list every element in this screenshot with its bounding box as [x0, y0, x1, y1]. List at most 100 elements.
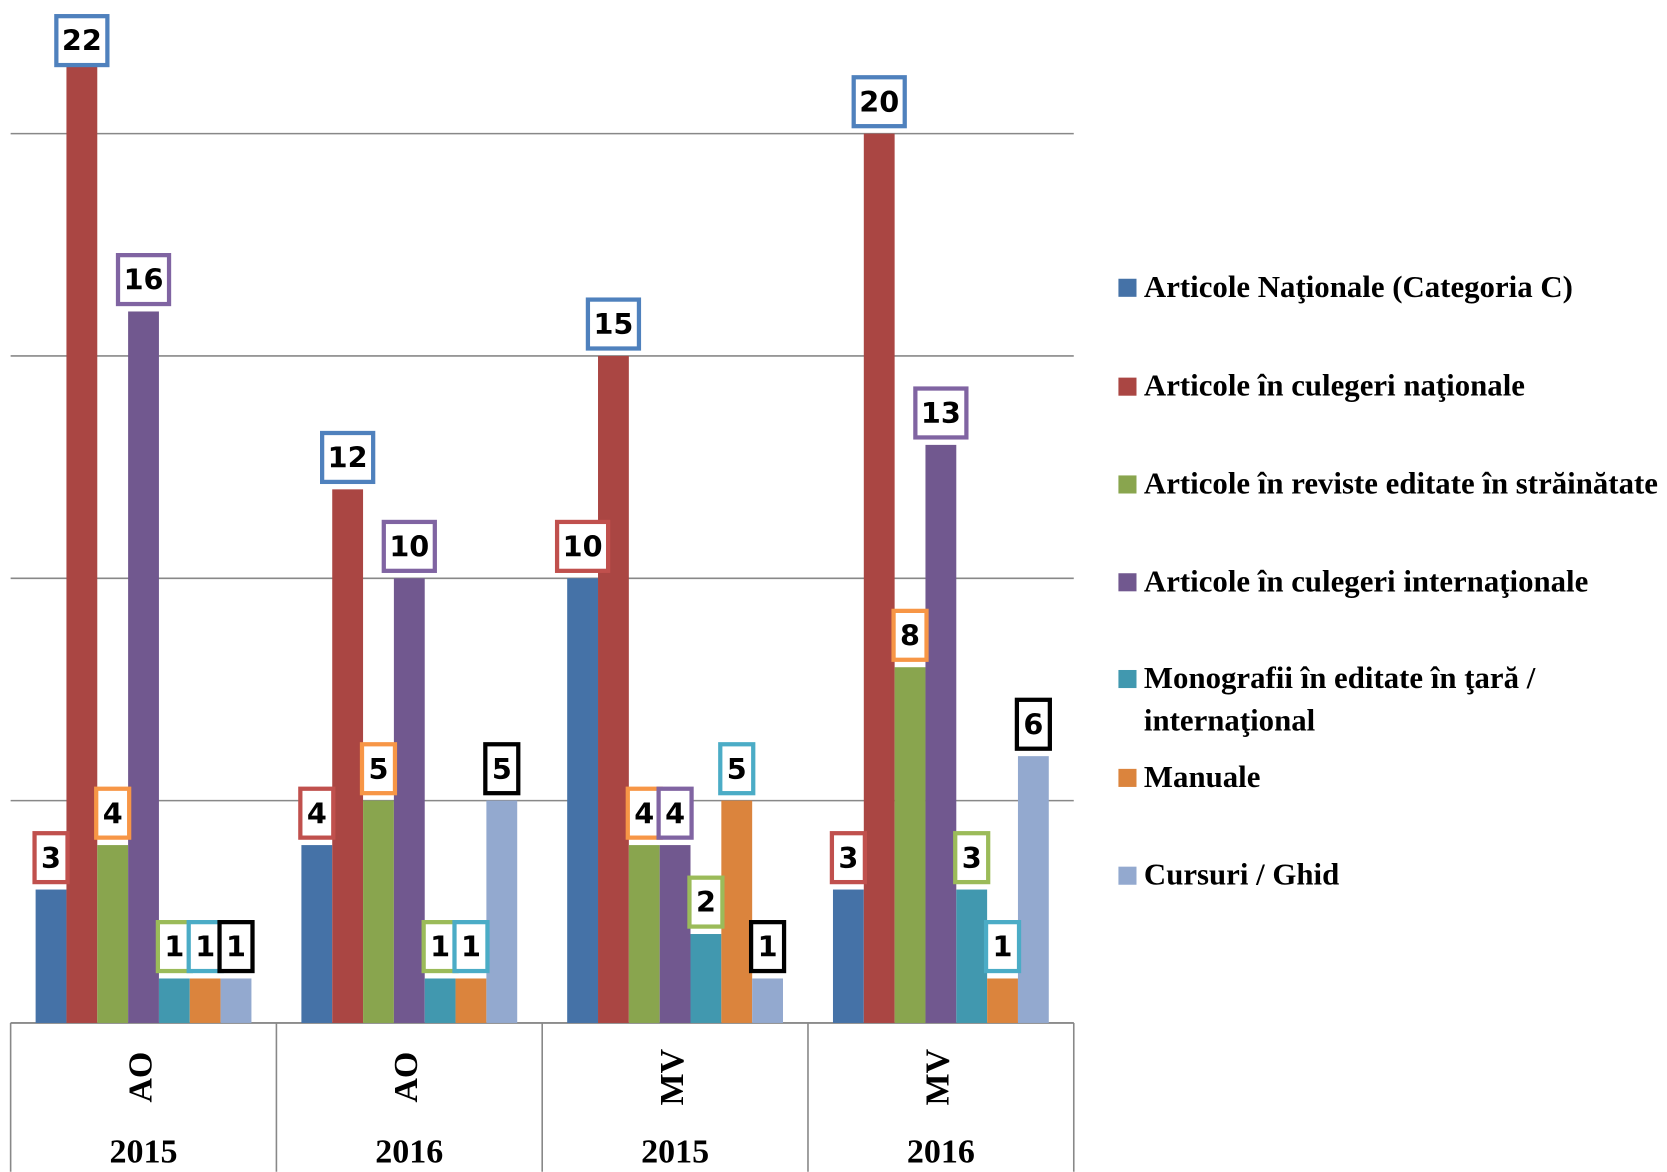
bar: [455, 978, 487, 1023]
data-label: 1: [758, 930, 778, 964]
data-label-box: [891, 608, 929, 662]
data-label: 4: [103, 796, 123, 830]
data-label: 1: [461, 930, 481, 964]
legend-entry: Articole în culegeri naţionale: [1143, 369, 1525, 404]
legend-label: Cursuri / Ghid: [1143, 858, 1340, 893]
bar: [35, 889, 67, 1023]
legend-entry: Manuale: [1143, 760, 1261, 795]
data-label: 1: [430, 930, 450, 964]
bar: [752, 978, 784, 1023]
bar: [721, 800, 753, 1023]
data-label-box: [54, 14, 110, 68]
data-label: 16: [124, 263, 164, 297]
data-label: 4: [307, 796, 327, 830]
data-label-box: [585, 297, 642, 351]
legend-swatch: [1118, 866, 1137, 885]
legend-label: Articole în culegeri internaţionale: [1143, 564, 1589, 599]
x-group-label: 2016: [907, 1134, 975, 1171]
data-label: 3: [962, 841, 982, 875]
bar: [659, 845, 691, 1023]
legend-label: Monografii în editate în ţară / internaţ…: [1143, 661, 1536, 739]
legend-label: Articole în reviste editate în străinăta…: [1143, 466, 1658, 501]
data-label-box: [217, 920, 255, 974]
x-tick-label: MV: [920, 1048, 957, 1105]
data-label: 5: [492, 752, 512, 786]
data-label: 5: [727, 752, 747, 786]
data-label: 4: [634, 796, 654, 830]
x-group-label: 2016: [375, 1134, 443, 1171]
data-label-box: [452, 920, 490, 974]
data-label-box: [953, 831, 991, 885]
data-label: 15: [593, 307, 633, 341]
bar: [332, 489, 364, 1023]
legend-swatch: [1118, 475, 1137, 494]
bar: [832, 889, 864, 1023]
data-label-box: [554, 519, 611, 573]
x-tick-label: MV: [654, 1048, 691, 1105]
legend-swatch: [1118, 669, 1137, 689]
data-label: 10: [563, 530, 603, 564]
data-label-box: [381, 519, 437, 573]
data-label: 6: [1023, 707, 1043, 741]
data-label: 1: [164, 930, 184, 964]
legend-entry: Articole în culegeri internaţionale: [1143, 564, 1589, 599]
bar: [987, 978, 1018, 1023]
bar: [925, 444, 957, 1023]
data-label-box: [320, 430, 376, 485]
data-label: 8: [900, 618, 920, 652]
bar: [567, 578, 599, 1023]
data-label-box: [748, 920, 787, 974]
legend-entry: Monografii în editate în ţară / internaţ…: [1143, 661, 1536, 739]
x-tick-label: AO: [388, 1052, 425, 1103]
legend-label: Articole Naţionale (Categoria C): [1143, 270, 1573, 305]
bar: [363, 800, 394, 1023]
data-label-box: [115, 253, 172, 307]
data-label-box: [829, 831, 867, 885]
x-group-label: 2015: [110, 1134, 178, 1171]
legend-entry: Cursuri / Ghid: [1143, 858, 1340, 893]
data-label-box: [851, 75, 907, 129]
bar: [1017, 756, 1049, 1023]
data-label: 4: [665, 796, 685, 830]
data-label: 2: [696, 885, 716, 919]
x-group-label: 2015: [641, 1134, 709, 1171]
legend-swatch: [1118, 768, 1137, 787]
data-label-box: [625, 786, 663, 840]
bar: [189, 978, 221, 1023]
legend-swatch: [1118, 573, 1137, 592]
data-label: 20: [859, 85, 899, 119]
data-label: 22: [62, 24, 102, 58]
data-label: 1: [226, 930, 246, 964]
data-label-box: [32, 831, 70, 885]
bar: [393, 578, 425, 1023]
data-label: 1: [993, 930, 1013, 964]
bar: [97, 845, 129, 1023]
bar: [956, 889, 988, 1023]
data-label-box: [983, 920, 1022, 974]
data-label-box: [718, 742, 756, 796]
data-label: 3: [838, 841, 858, 875]
legend-swatch: [1118, 377, 1137, 396]
legend-entry: Articole în reviste editate în străinăta…: [1143, 466, 1658, 501]
bar: [690, 934, 722, 1023]
data-label: 3: [41, 841, 61, 875]
data-label: 1: [195, 930, 215, 964]
bar: [863, 133, 895, 1023]
bar: [301, 845, 333, 1023]
bar: [424, 978, 456, 1023]
legend-label: Articole în culegeri naţionale: [1143, 369, 1525, 404]
legend-label: Manuale: [1143, 760, 1261, 795]
bar: [598, 355, 629, 1023]
bar: [894, 667, 926, 1023]
data-label: 13: [921, 396, 961, 430]
bar: [628, 845, 660, 1023]
data-label-box: [913, 386, 969, 440]
bar: [486, 800, 518, 1023]
data-label-box: [687, 875, 725, 929]
data-label: 5: [368, 752, 388, 786]
legend-swatch: [1118, 278, 1137, 297]
data-label-box: [1014, 697, 1052, 751]
data-label-box: [94, 786, 132, 840]
